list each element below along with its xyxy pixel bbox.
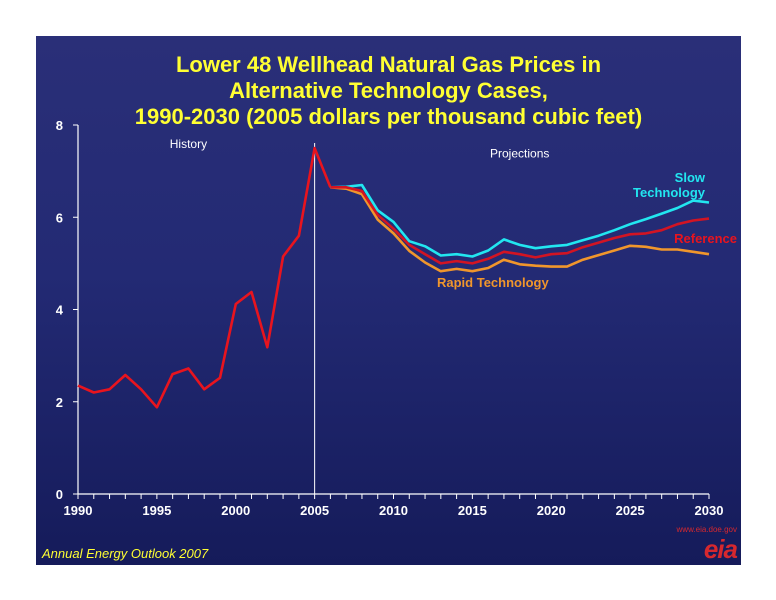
- series-label-line: Technology: [633, 185, 706, 200]
- x-tick-label: 2025: [616, 503, 645, 518]
- x-tick-label: 2015: [458, 503, 487, 518]
- series-label-line: Slow: [675, 170, 706, 185]
- y-tick-label: 8: [56, 118, 63, 133]
- series-line-rapid-technology: [330, 186, 710, 273]
- x-tick-label: 2030: [695, 503, 724, 518]
- chart-title-line-3: 1990-2030 (2005 dollars per thousand cub…: [134, 104, 643, 129]
- x-tick-label: 2020: [537, 503, 566, 518]
- chart-slide: Lower 48 Wellhead Natural Gas Prices in …: [36, 36, 741, 565]
- x-tick-label: 2005: [300, 503, 329, 518]
- series-label-line: Reference: [674, 231, 737, 246]
- y-tick-label: 0: [56, 487, 63, 502]
- series-label-line: Rapid Technology: [437, 275, 549, 290]
- eia-logo-url: www.eia.doe.gov: [676, 525, 737, 534]
- x-tick-label: 2000: [221, 503, 250, 518]
- series-line-reference: [330, 186, 710, 265]
- eia-logo: www.eia.doe.gov eia: [629, 525, 739, 563]
- series-label-rapid-technology: Rapid Technology: [437, 275, 549, 290]
- region-label: History: [170, 137, 207, 151]
- x-tick-label: 2010: [379, 503, 408, 518]
- eia-logo-mark: eia: [703, 534, 738, 564]
- series-line-slow-technology: [330, 183, 710, 258]
- series-label-slow-technology: Slow Technology: [633, 170, 706, 200]
- y-tick-label: 6: [56, 210, 63, 225]
- series-label-reference: Reference: [674, 231, 737, 246]
- chart-title: Lower 48 Wellhead Natural Gas Prices in …: [36, 52, 741, 130]
- source-note: Annual Energy Outlook 2007: [42, 546, 209, 561]
- price-line-chart: 0 2 4 6 8 1990 1995 2000 2005 2010 2015 2020 2025 203…: [56, 118, 737, 518]
- y-tick-label: 2: [56, 395, 63, 410]
- x-tick-label: 1995: [142, 503, 171, 518]
- chart-title-line-2: Alternative Technology Cases,: [229, 78, 548, 103]
- y-tick-label: 4: [56, 303, 64, 318]
- region-label: Projections: [490, 146, 549, 160]
- chart-title-line-1: Lower 48 Wellhead Natural Gas Prices in: [175, 52, 602, 77]
- x-tick-label: 1990: [64, 503, 93, 518]
- series-line-history: [77, 146, 332, 409]
